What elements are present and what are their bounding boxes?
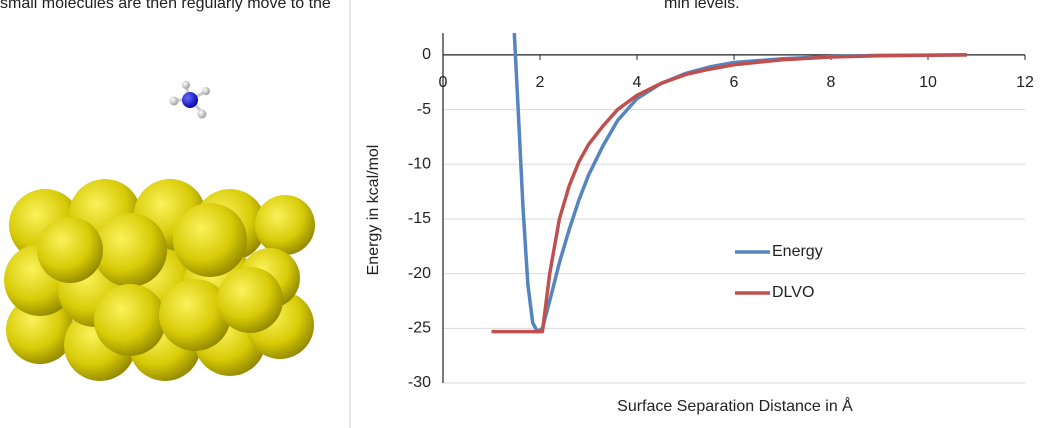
y-tick-label: 0: [422, 46, 431, 63]
plot: [491, 33, 967, 334]
y-tick-label: -25: [408, 320, 431, 337]
x-tick-label: 12: [1016, 74, 1034, 91]
caption: small molecules are then regularly move …: [0, 0, 331, 12]
x-tick-label: 8: [827, 74, 836, 91]
x-tick-label: 0: [439, 74, 448, 91]
legend-label: DLVO: [772, 284, 814, 301]
x-tick-label: 2: [536, 74, 545, 91]
x-tick-label: 10: [919, 74, 937, 91]
x-tick-label: 4: [633, 74, 642, 91]
legend-label: Energy: [772, 243, 823, 260]
y-tick-label: -15: [408, 210, 431, 227]
x-tick-label: 6: [730, 74, 739, 91]
x-axis-label: Surface Separation Distance in Å: [617, 396, 853, 415]
y-tick-label: -20: [408, 265, 431, 282]
molecule-image: [4, 81, 315, 381]
line-series: [491, 53, 967, 334]
y-tick-label: -5: [417, 101, 431, 118]
y-axis-label: Energy in kcal/mol: [365, 145, 382, 276]
caption-end: min levels.: [664, 0, 740, 12]
line-series: [512, 33, 967, 334]
y-tick-label: -30: [408, 374, 431, 391]
y-tick-label: -10: [408, 155, 431, 172]
